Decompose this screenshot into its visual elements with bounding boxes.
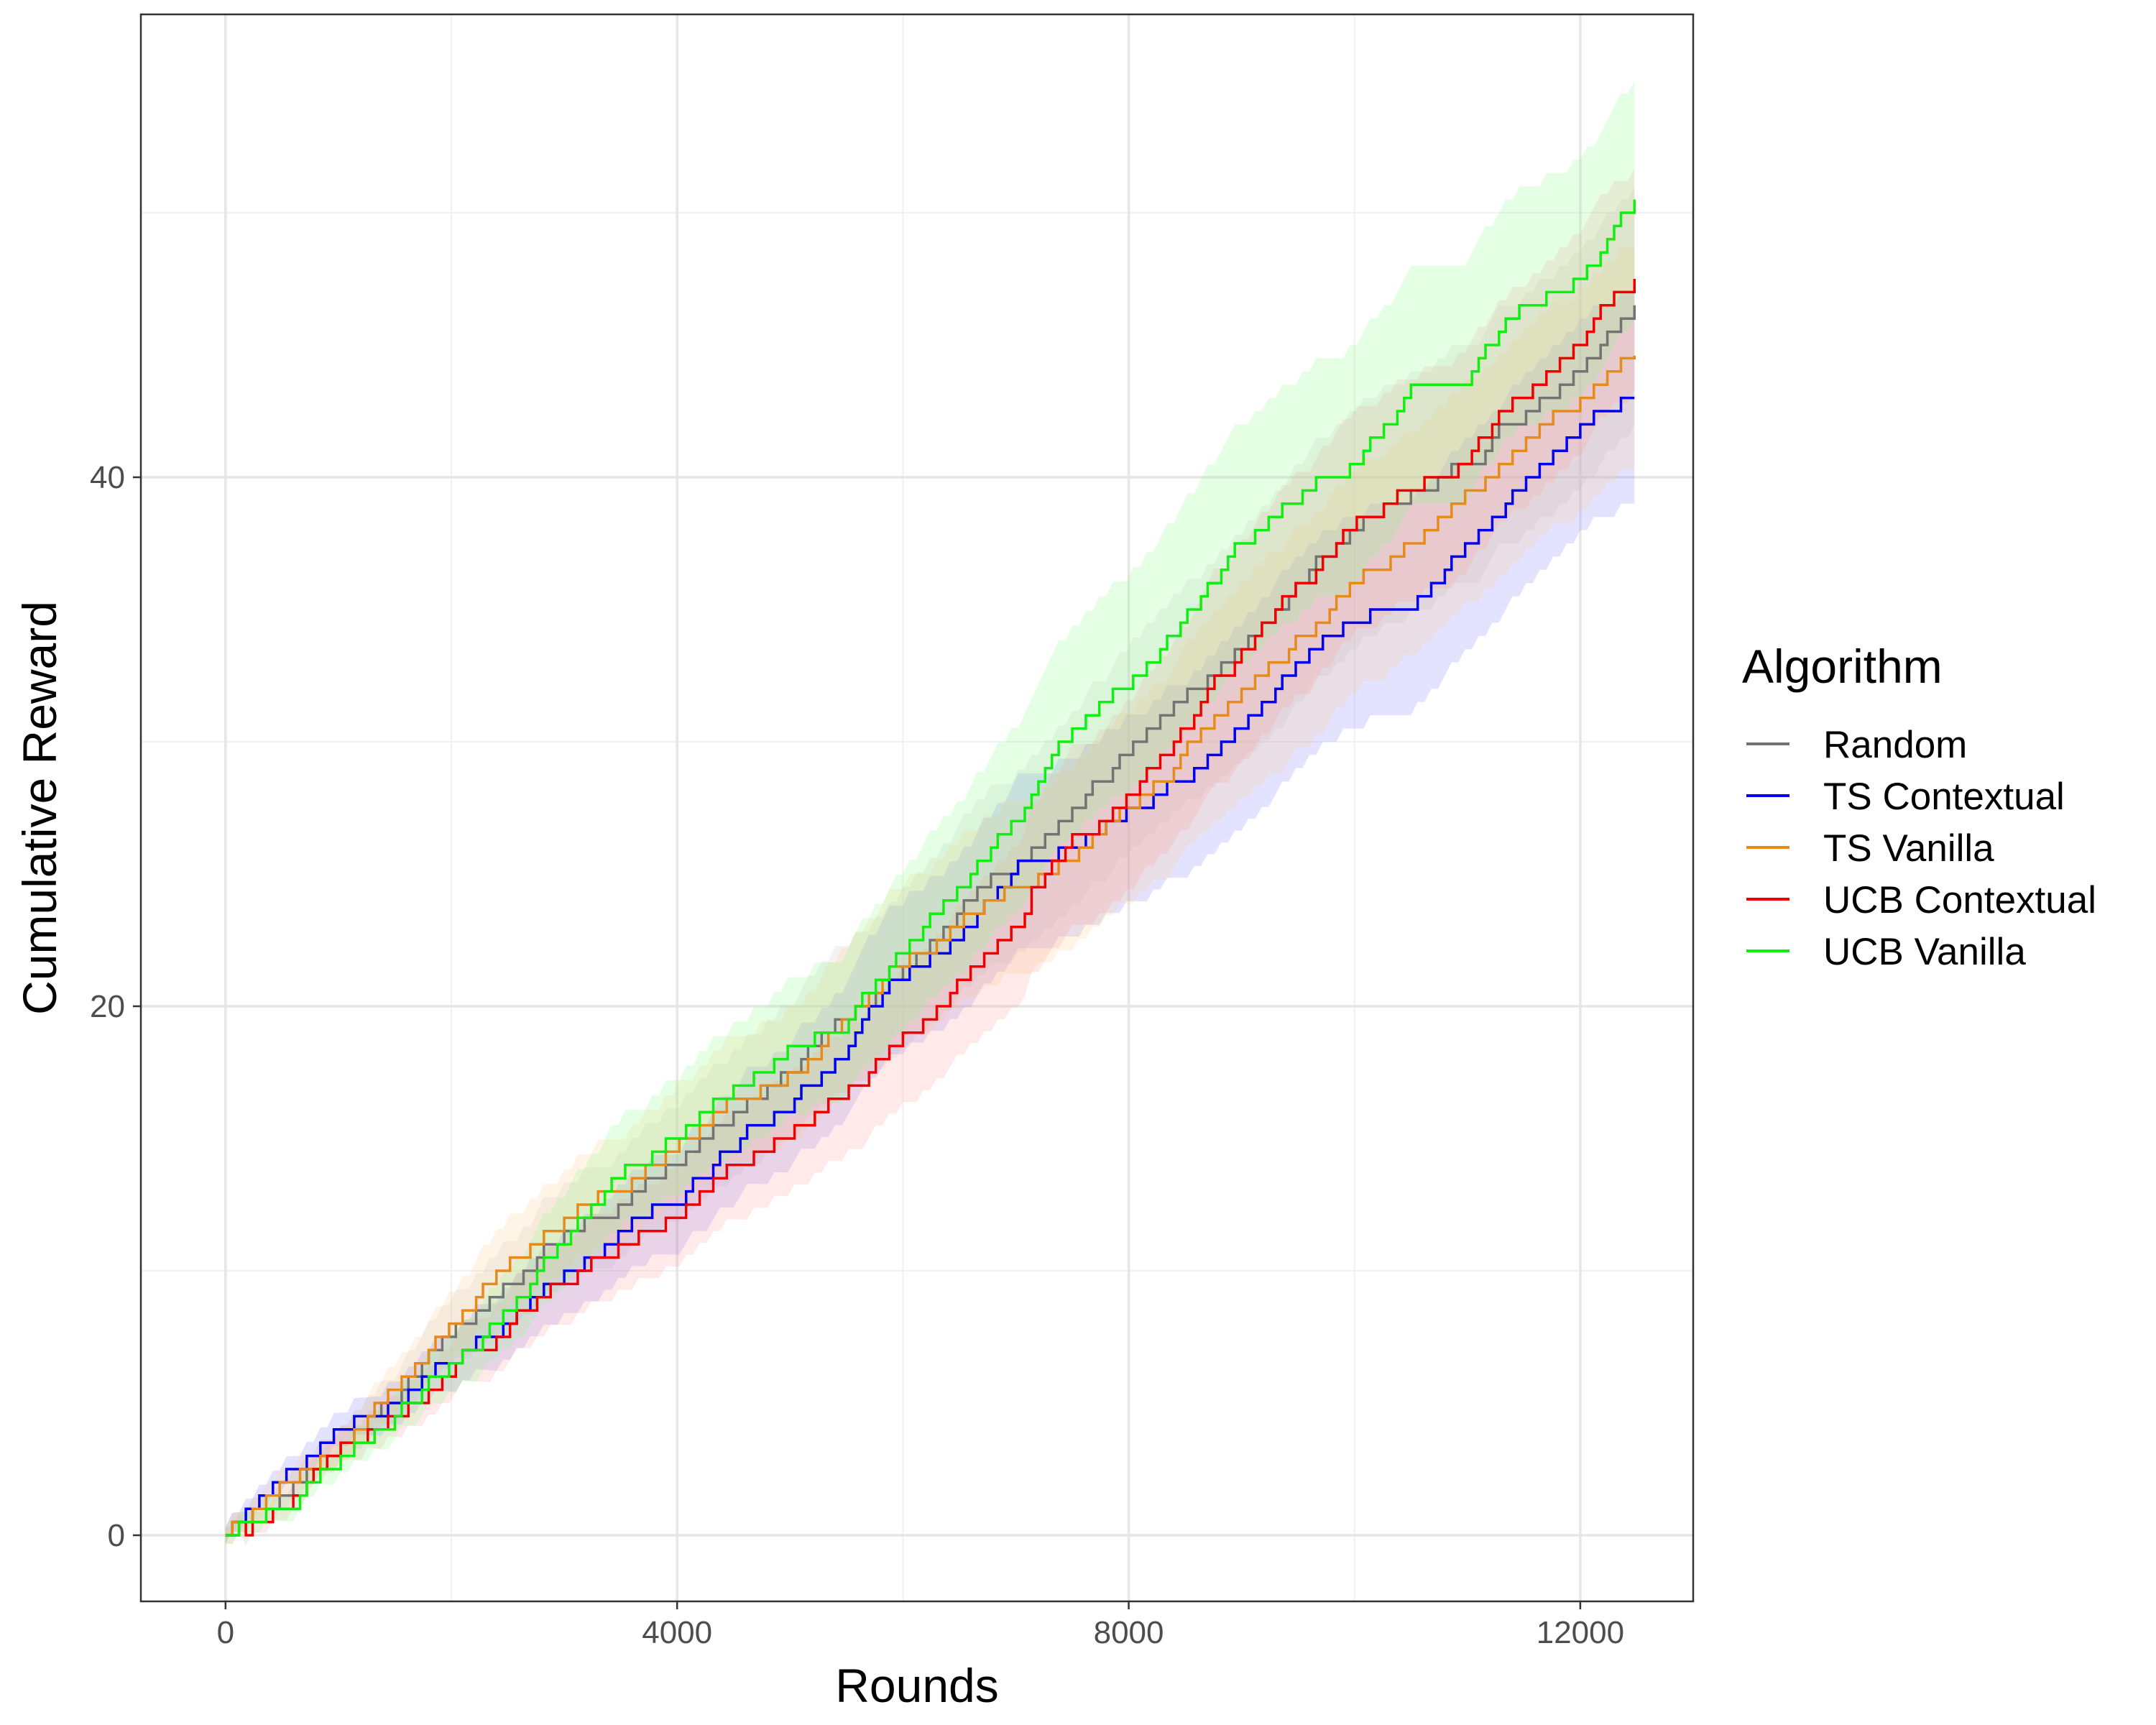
x-tick-label: 8000 [1094, 1615, 1164, 1650]
legend-label: Random [1823, 724, 1967, 766]
confidence-band [225, 80, 1635, 1545]
legend-label: TS Vanilla [1823, 827, 1994, 870]
series-lines [225, 199, 1636, 1537]
legend-label: TS Contextual [1823, 776, 2065, 818]
x-tick-label: 4000 [642, 1615, 712, 1650]
y-tick-label: 20 [90, 989, 125, 1024]
grid-lines [141, 14, 1693, 1601]
x-axis-title: Rounds [835, 1659, 999, 1712]
legend: Random TS Contextual TS Vanilla UCB Context… [1746, 724, 2096, 973]
legend-title: Algorithm [1742, 640, 1943, 693]
legend-label: UCB Vanilla [1823, 931, 2026, 973]
y-axis-title: Cumulative Reward [13, 601, 66, 1015]
series-line [225, 355, 1636, 1537]
panel-border [139, 13, 1695, 1603]
x-tick-label: 12000 [1537, 1615, 1624, 1650]
legend-label: UCB Contextual [1823, 879, 2096, 921]
y-axis-ticks: 0 20 40 [90, 460, 141, 1553]
x-tick-label: 0 [217, 1615, 234, 1650]
y-tick-label: 0 [108, 1518, 125, 1553]
series-line [225, 199, 1636, 1537]
x-axis-ticks: 0 4000 8000 12000 [217, 1601, 1624, 1650]
y-tick-label: 40 [90, 460, 125, 495]
